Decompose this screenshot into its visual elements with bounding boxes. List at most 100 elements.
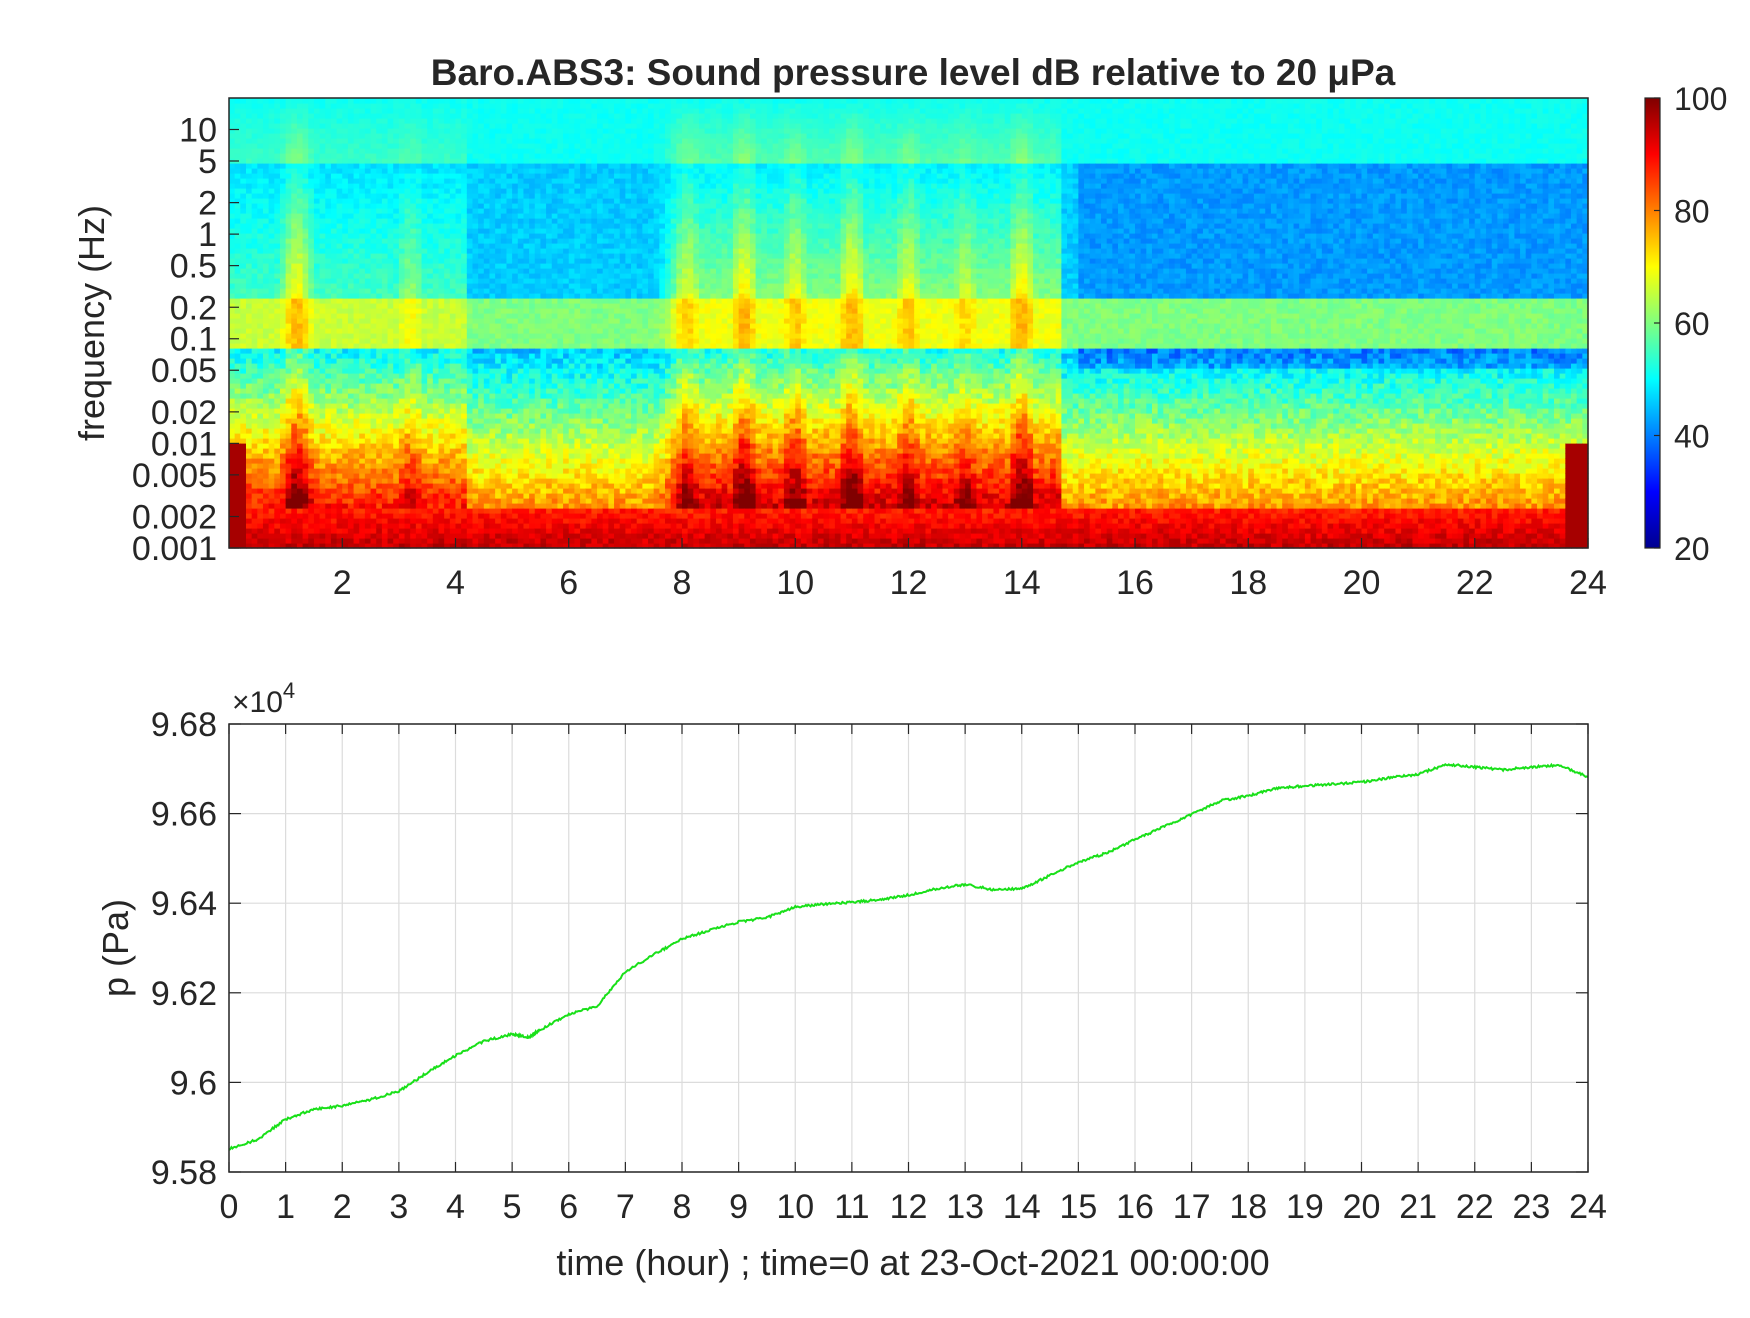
- heatmap-cell: [415, 308, 423, 314]
- heatmap-cell: [483, 448, 491, 454]
- heatmap-cell: [444, 373, 451, 379]
- heatmap-cell: [523, 173, 530, 179]
- heatmap-cell: [274, 188, 281, 194]
- heatmap-cell: [512, 373, 519, 379]
- heatmap-cell: [308, 143, 315, 149]
- heatmap-cell: [506, 218, 513, 224]
- heatmap-cell: [359, 393, 366, 399]
- heatmap-cell: [325, 243, 332, 249]
- heatmap-cell: [495, 428, 502, 434]
- heatmap-cell: [500, 523, 508, 529]
- heatmap-cell: [313, 438, 321, 444]
- heatmap-cell: [529, 263, 536, 269]
- heatmap-cell: [381, 533, 389, 539]
- heatmap-cell: [319, 128, 326, 134]
- heatmap-cell: [330, 223, 338, 229]
- heatmap-cell: [415, 498, 423, 504]
- heatmap-cell: [376, 538, 383, 544]
- heatmap-cell: [455, 538, 462, 544]
- heatmap-cell: [285, 453, 292, 459]
- heatmap-cell: [330, 263, 338, 269]
- heatmap-cell: [302, 153, 309, 159]
- heatmap-cell: [472, 408, 479, 414]
- heatmap-cell: [489, 248, 496, 254]
- heatmap-cell: [291, 498, 298, 504]
- heatmap-cell: [342, 208, 349, 214]
- heatmap-cell: [500, 518, 508, 524]
- heatmap-cell: [234, 513, 241, 519]
- heatmap-cell: [370, 333, 377, 339]
- heatmap-cell: [330, 313, 338, 319]
- heatmap-cell: [342, 193, 349, 199]
- heatmap-cell: [285, 288, 292, 294]
- heatmap-cell: [506, 383, 513, 389]
- heatmap-cell: [472, 413, 479, 419]
- heatmap-cell: [251, 513, 258, 519]
- heatmap-cell: [376, 328, 383, 334]
- heatmap-cell: [506, 188, 513, 194]
- heatmap-cell: [438, 268, 445, 274]
- heatmap-cell: [472, 113, 479, 119]
- heatmap-cell: [495, 418, 502, 424]
- heatmap-cell: [359, 428, 366, 434]
- heatmap-cell: [523, 98, 530, 104]
- heatmap-cell: [359, 333, 366, 339]
- heatmap-cell: [262, 193, 270, 199]
- heatmap-cell: [393, 433, 400, 439]
- heatmap-cell: [489, 223, 496, 229]
- heatmap-cell: [387, 268, 394, 274]
- heatmap-cell: [387, 393, 394, 399]
- heatmap-cell: [251, 173, 258, 179]
- heatmap-cell: [449, 408, 457, 414]
- heatmap-cell: [455, 468, 462, 474]
- heatmap-cell: [449, 228, 457, 234]
- heatmap-cell: [404, 528, 411, 534]
- heatmap-cell: [308, 438, 315, 444]
- heatmap-cell: [370, 228, 377, 234]
- heatmap-cell: [404, 343, 411, 349]
- heatmap-cell: [262, 183, 270, 189]
- heatmap-cell: [251, 538, 258, 544]
- heatmap-cell: [523, 523, 530, 529]
- heatmap-cell: [478, 423, 485, 429]
- heatmap-cell: [387, 358, 394, 364]
- heatmap-cell: [359, 518, 366, 524]
- heatmap-cell: [540, 508, 547, 514]
- heatmap-cell: [529, 133, 536, 139]
- heatmap-cell: [444, 268, 451, 274]
- heatmap-cell: [245, 393, 253, 399]
- heatmap-cell: [444, 183, 451, 189]
- heatmap-cell: [512, 438, 519, 444]
- heatmap-cell: [489, 403, 496, 409]
- heatmap-cell: [240, 183, 247, 189]
- heatmap-cell: [393, 328, 400, 334]
- heatmap-cell: [285, 503, 292, 509]
- heatmap-cell: [466, 188, 474, 194]
- heatmap-cell: [342, 273, 349, 279]
- heatmap-cell: [455, 338, 462, 344]
- heatmap-cell: [240, 358, 247, 364]
- heatmap-cell: [376, 533, 383, 539]
- heatmap-cell: [534, 423, 542, 429]
- heatmap-cell: [268, 423, 275, 429]
- heatmap-cell: [432, 128, 440, 134]
- heatmap-cell: [472, 498, 479, 504]
- heatmap-cell: [229, 348, 236, 354]
- heatmap-cell: [330, 298, 338, 304]
- heatmap-cell: [415, 493, 423, 499]
- heatmap-cell: [472, 388, 479, 394]
- heatmap-cell: [517, 373, 525, 379]
- heatmap-cell: [291, 273, 298, 279]
- heatmap-cell: [251, 123, 258, 129]
- heatmap-cell: [370, 113, 377, 119]
- heatmap-cell: [398, 388, 406, 394]
- heatmap-cell: [506, 428, 513, 434]
- heatmap-cell: [342, 523, 349, 529]
- heatmap-cell: [517, 418, 525, 424]
- heatmap-cell: [500, 133, 508, 139]
- heatmap-cell: [285, 323, 292, 329]
- heatmap-cell: [472, 118, 479, 124]
- heatmap-cell: [353, 538, 360, 544]
- heatmap-cell: [296, 443, 304, 449]
- heatmap-cell: [483, 358, 491, 364]
